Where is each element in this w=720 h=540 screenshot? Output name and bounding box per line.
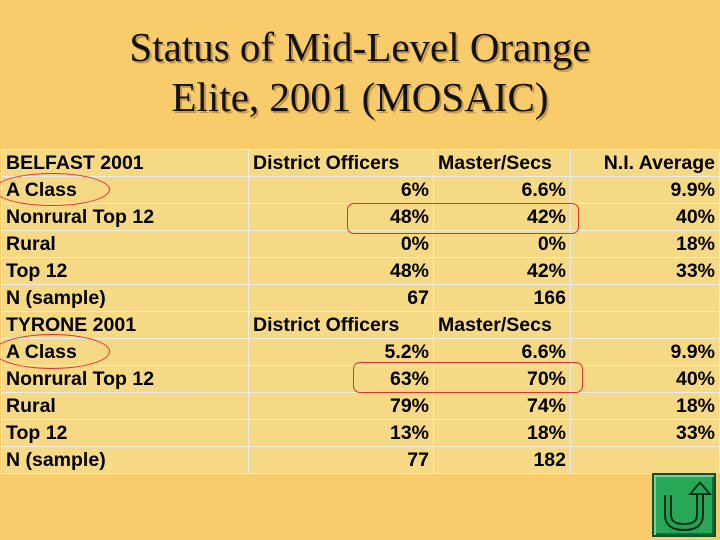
table-cell: Master/Secs [433,311,571,339]
table-section-header-row: BELFAST 2001 District Officers Master/Secs… [1,149,720,177]
table-cell: 18% [570,392,720,420]
row-label-cell: A Class [1,338,249,366]
row-label-cell: BELFAST 2001 [1,149,249,177]
table-cell: 6.6% [433,176,571,204]
table-cell: 70% [433,365,571,393]
table-cell: 40% [570,365,720,393]
row-label-cell: Nonrural Top 12 [1,365,249,393]
table-row: Top 12 48% 42% 33% [1,257,720,285]
table-cell: 5.2% [248,338,434,366]
table-row: Rural 79% 74% 18% [1,392,720,420]
table-cell: 77 [248,446,434,474]
table-section-header-row: TYRONE 2001 District Officers Master/Secs [1,311,720,339]
table-cell: 42% [433,203,571,231]
table-cell: 40% [570,203,720,231]
row-label-cell: TYRONE 2001 [1,311,249,339]
table-cell: 79% [248,392,434,420]
table-cell: 13% [248,419,434,447]
table-cell: 48% [248,257,434,285]
table-cell [570,311,720,339]
table-row: N (sample) 67 166 [1,284,720,312]
status-table: BELFAST 2001 District Officers Master/Secs… [1,149,720,474]
table-cell [570,446,720,474]
u-turn-arrow-icon [664,481,712,532]
table-cell: 33% [570,419,720,447]
row-label-cell: N (sample) [1,284,249,312]
table-row: A Class 6% 6.6% 9.9% [1,176,720,204]
table-cell: 33% [570,257,720,285]
table-cell: Master/Secs [433,149,571,177]
page-title: Status of Mid-Level Orange Elite, 2001 (… [0,22,720,122]
title-line-1: Status of Mid-Level Orange [129,24,591,70]
table-cell: 6% [248,176,434,204]
table-cell: 18% [570,230,720,258]
table-cell: 18% [433,419,571,447]
table-cell: 67 [248,284,434,312]
table-cell: 6.6% [433,338,571,366]
table-cell: 9.9% [570,338,720,366]
row-label-cell: Rural [1,230,249,258]
table-row: Rural 0% 0% 18% [1,230,720,258]
table-cell: District Officers [248,311,434,339]
table-body: BELFAST 2001 District Officers Master/Secs… [1,149,720,474]
row-label-cell: Top 12 [1,419,249,447]
table-cell: 48% [248,203,434,231]
title-line-2: Elite, 2001 (MOSAIC) [171,74,549,120]
table-row: Nonrural Top 12 48% 42% 40% [1,203,720,231]
table-cell: N.I. Average [570,149,720,177]
row-label-cell: Rural [1,392,249,420]
table-cell: 42% [433,257,571,285]
row-label-cell: N (sample) [1,446,249,474]
table-cell: 182 [433,446,571,474]
table-cell: 0% [433,230,571,258]
data-table-container: BELFAST 2001 District Officers Master/Secs… [1,149,720,474]
table-cell: District Officers [248,149,434,177]
table-row: Nonrural Top 12 63% 70% 40% [1,365,720,393]
table-cell: 166 [433,284,571,312]
table-row: N (sample) 77 182 [1,446,720,474]
table-cell: 0% [248,230,434,258]
row-label-cell: Nonrural Top 12 [1,203,249,231]
back-button[interactable] [652,473,716,537]
table-row: A Class 5.2% 6.6% 9.9% [1,338,720,366]
table-cell: 9.9% [570,176,720,204]
table-cell: 63% [248,365,434,393]
table-row: Top 12 13% 18% 33% [1,419,720,447]
table-cell: 74% [433,392,571,420]
table-cell [570,284,720,312]
row-label-cell: A Class [1,176,249,204]
row-label-cell: Top 12 [1,257,249,285]
